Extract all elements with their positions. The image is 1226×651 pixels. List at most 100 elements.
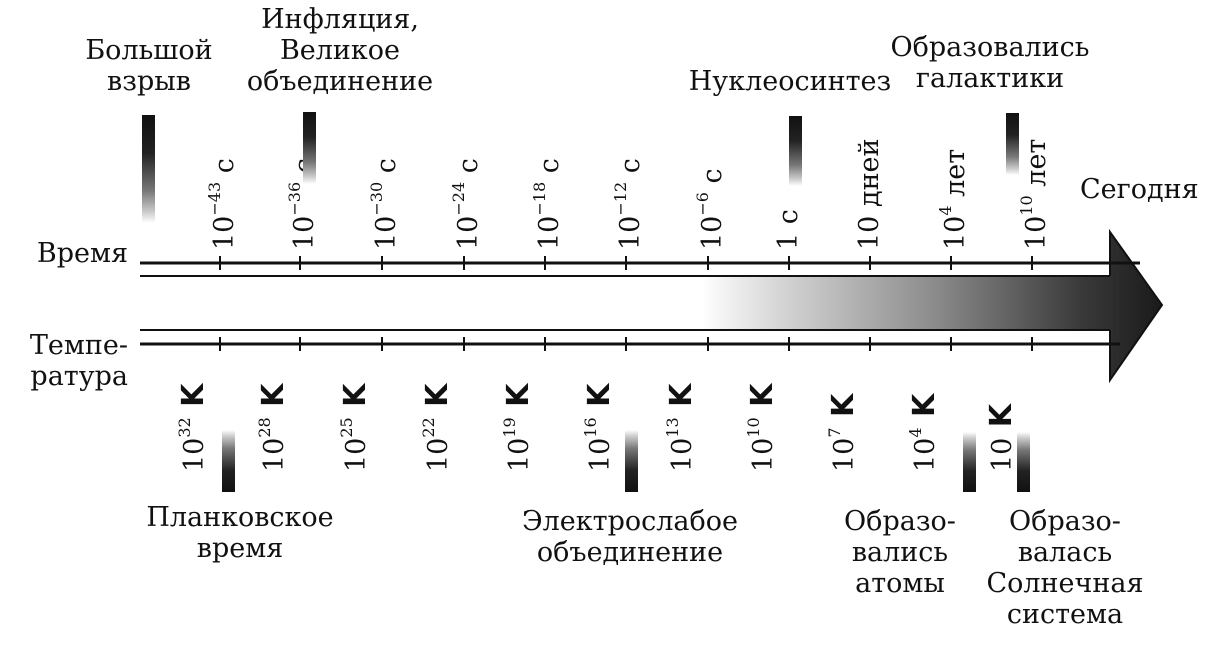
time-tick-label-6-exponent: −6 [693, 192, 712, 216]
time-tick-label-0-unit: с [209, 158, 240, 182]
time-tick-label-2-exponent: −30 [367, 181, 386, 216]
event-atoms-formed: Образо- вались атомы [830, 506, 970, 599]
time-tick-label-4-base: 10 [534, 215, 565, 250]
temperature-tick-label-9-exponent: 4 [906, 427, 925, 438]
temperature-tick-label-8-base: 10 [829, 437, 860, 472]
temperature-tick-label-0-exponent: 32 [175, 417, 194, 438]
temperature-tick-label-6-base: 10 [667, 437, 698, 472]
temperature-tick-label-1-exponent: 28 [255, 417, 274, 438]
time-tick-label-8-base: 10 дней [854, 138, 885, 250]
time-tick-label-5-unit: с [615, 158, 646, 182]
temperature-tick-label-10-unit: K [983, 403, 1019, 438]
temperature-tick-label-0-unit: K [176, 383, 211, 418]
time-tick-label-6-unit: с [697, 168, 728, 193]
time-tick-label-10-base: 10 [1021, 215, 1052, 250]
event-line: Планковское [146, 502, 334, 533]
time-tick-label-3-unit: с [453, 158, 484, 182]
event-line: система [1006, 599, 1124, 630]
event-line: атомы [855, 568, 945, 599]
event-line: время [196, 533, 284, 564]
event-line: Электрослабое [522, 506, 738, 537]
time-tick-label-4-exponent: −18 [530, 181, 549, 216]
temperature-tick-label-10: 10 K [983, 403, 1019, 472]
event-line: объединение [246, 66, 434, 97]
solar-system-marker [1017, 432, 1030, 492]
temperature-tick-label-6-exponent: 13 [663, 417, 682, 438]
temperature-axis-label-line-2: ратура [30, 361, 128, 392]
event-line: Образовались [890, 32, 1090, 63]
event-line: Образо- [844, 506, 956, 537]
temperature-tick-label-10-base: 10 [986, 437, 1018, 472]
time-tick-label-0-base: 10 [209, 215, 240, 250]
temperature-tick-label-5-unit: K [582, 383, 617, 418]
event-line: Образо- [1009, 506, 1121, 537]
time-tick-label-1-exponent: −36 [285, 181, 304, 216]
temperature-tick-label-4-exponent: 19 [500, 417, 519, 438]
time-tick-label-10-exponent: 10 [1017, 195, 1036, 216]
time-tick-label-5-exponent: −12 [611, 181, 630, 216]
temperature-tick-label-9: 104 K [901, 393, 942, 472]
temperature-tick-label-2-exponent: 25 [337, 417, 356, 438]
event-line: Инфляция, [261, 4, 419, 35]
time-tick-label-0: 10−43 с [200, 158, 240, 250]
time-tick-label-5-base: 10 [615, 215, 646, 250]
temperature-tick-label-6: 1013 K [658, 384, 699, 472]
temperature-tick-marks [219, 337, 1033, 351]
nucleosynthesis-marker [789, 116, 802, 186]
temperature-tick-label-8-unit: K [826, 393, 861, 428]
temperature-tick-label-3-unit: K [420, 383, 455, 418]
temperature-tick-label-7: 1010 K [739, 384, 780, 472]
event-line: Нуклеосинтез [688, 66, 892, 97]
time-tick-label-9-exponent: 4 [936, 205, 955, 216]
time-axis-label: Время [36, 238, 128, 269]
planck-time-marker [222, 430, 235, 492]
time-tick-label-4-unit: с [534, 158, 565, 182]
time-tick-label-8: 10 дней [854, 138, 885, 250]
temperature-tick-label-0-base: 10 [179, 437, 210, 472]
time-tick-label-9-base: 10 [940, 215, 971, 250]
temperature-tick-label-2-base: 10 [341, 437, 372, 472]
time-tick-label-5: 10−12 с [606, 158, 646, 250]
temperature-tick-label-9-base: 10 [910, 437, 941, 472]
time-tick-label-0-exponent: −43 [205, 181, 224, 216]
time-tick-label-3-base: 10 [453, 215, 484, 250]
event-line: галактики [915, 63, 1065, 94]
event-line: Великое [279, 35, 401, 66]
temperature-tick-label-2: 1025 K [332, 383, 373, 472]
time-tick-label-3: 10−24 с [444, 158, 484, 250]
event-inflation: Инфляция, Великое объединение [240, 4, 440, 97]
time-tick-label-6: 10−6 с [688, 168, 728, 250]
event-line: Солнечная [986, 568, 1144, 599]
inflation-marker [303, 112, 316, 184]
big-bang-marker [142, 115, 155, 223]
time-tick-label-2-unit: с [371, 158, 402, 182]
event-planck-time: Планковское время [140, 502, 340, 564]
temperature-axis-label-line-1: Темпе- [29, 330, 128, 361]
today-label: Сегодня [1080, 174, 1199, 205]
time-tick-label-7-base: 1 с [773, 209, 804, 250]
temperature-tick-label-2-unit: K [338, 383, 373, 418]
temperature-tick-label-9-unit: K [907, 393, 942, 428]
time-tick-label-9-unit: лет [940, 148, 971, 206]
temperature-tick-label-8-exponent: 7 [825, 427, 844, 438]
temperature-tick-label-4-unit: K [501, 383, 536, 418]
temperature-tick-label-3-exponent: 22 [419, 417, 438, 438]
event-electroweak: Электрослабое объединение [510, 506, 750, 568]
time-tick-label-2: 10−30 с [362, 158, 402, 250]
temperature-tick-label-8: 107 K [820, 393, 861, 472]
electroweak-marker [625, 430, 638, 492]
time-tick-label-4: 10−18 с [525, 158, 565, 250]
time-tick-marks [219, 256, 1033, 270]
event-big-bang: Большой взрыв [74, 35, 224, 97]
event-line: взрыв [107, 66, 191, 97]
galaxies-marker [1006, 113, 1019, 175]
temperature-tick-label-5: 1016 K [576, 383, 617, 472]
atoms-marker [963, 432, 976, 492]
time-tick-label-7: 1 с [773, 209, 804, 250]
time-tick-label-6-base: 10 [697, 215, 728, 250]
event-line: объединение [536, 537, 724, 568]
temperature-tick-label-3: 1022 K [414, 383, 455, 472]
time-tick-label-9: 104 лет [931, 149, 971, 250]
